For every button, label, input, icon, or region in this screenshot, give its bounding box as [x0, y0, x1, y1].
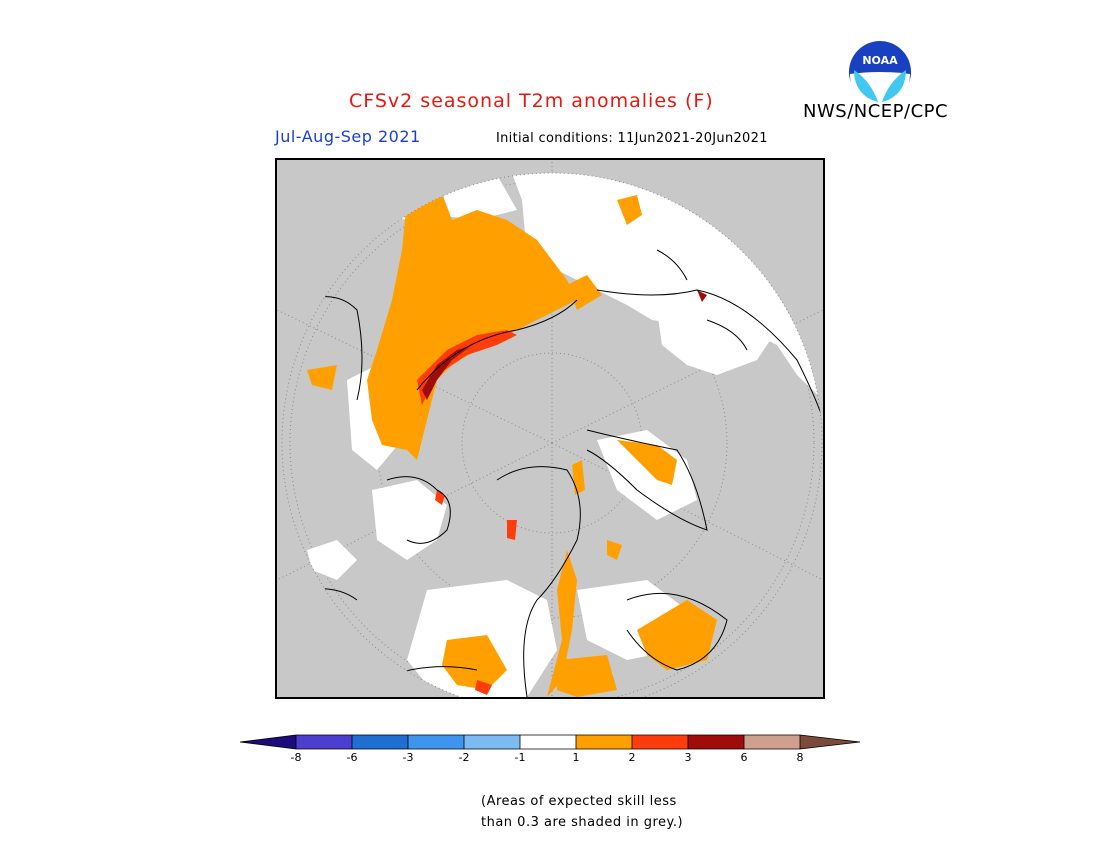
colorbar — [239, 734, 861, 750]
anomaly-map — [275, 158, 825, 699]
anomaly-regions-darkred — [422, 290, 707, 400]
colorbar-tick: 2 — [628, 751, 636, 764]
colorbar-swatch — [520, 735, 576, 749]
agency-label: NWS/NCEP/CPC — [803, 101, 949, 122]
colorbar-swatch — [296, 735, 352, 749]
map-canvas — [277, 160, 823, 697]
skill-note: (Areas of expected skill less than 0.3 a… — [481, 791, 683, 833]
logo-text: NOAA — [862, 54, 898, 67]
colorbar-arrow-low — [240, 735, 296, 749]
colorbar-tick: 1 — [572, 751, 580, 764]
skill-note-line: than 0.3 are shaded in grey.) — [481, 815, 684, 830]
skill-note-line: (Areas of expected skill less — [481, 794, 677, 809]
season-label: Jul-Aug-Sep 2021 — [275, 127, 421, 146]
colorbar-swatch — [744, 735, 800, 749]
colorbar-tick: 3 — [684, 751, 692, 764]
colorbar-tick: -8 — [290, 751, 302, 764]
coastlines — [306, 249, 822, 697]
colorbar-swatch — [632, 735, 688, 749]
colorbar-swatch — [576, 735, 632, 749]
colorbar-tick: 8 — [796, 751, 804, 764]
colorbar-swatch — [352, 735, 408, 749]
colorbar-tick: -2 — [458, 751, 470, 764]
colorbar-tick: -6 — [346, 751, 358, 764]
map-boundary — [281, 172, 823, 697]
colorbar-swatch — [688, 735, 744, 749]
colorbar-tick: -3 — [402, 751, 414, 764]
initial-conditions-label: Initial conditions: 11Jun2021-20Jun2021 — [496, 131, 768, 146]
colorbar-swatch — [408, 735, 464, 749]
map-title: CFSv2 seasonal T2m anomalies (F) — [349, 90, 714, 112]
colorbar-arrow-high — [800, 735, 860, 749]
colorbar-tick: -1 — [514, 751, 526, 764]
colorbar-tick: 6 — [740, 751, 748, 764]
colorbar-swatch — [464, 735, 520, 749]
noaa-logo: NOAA — [849, 41, 911, 103]
